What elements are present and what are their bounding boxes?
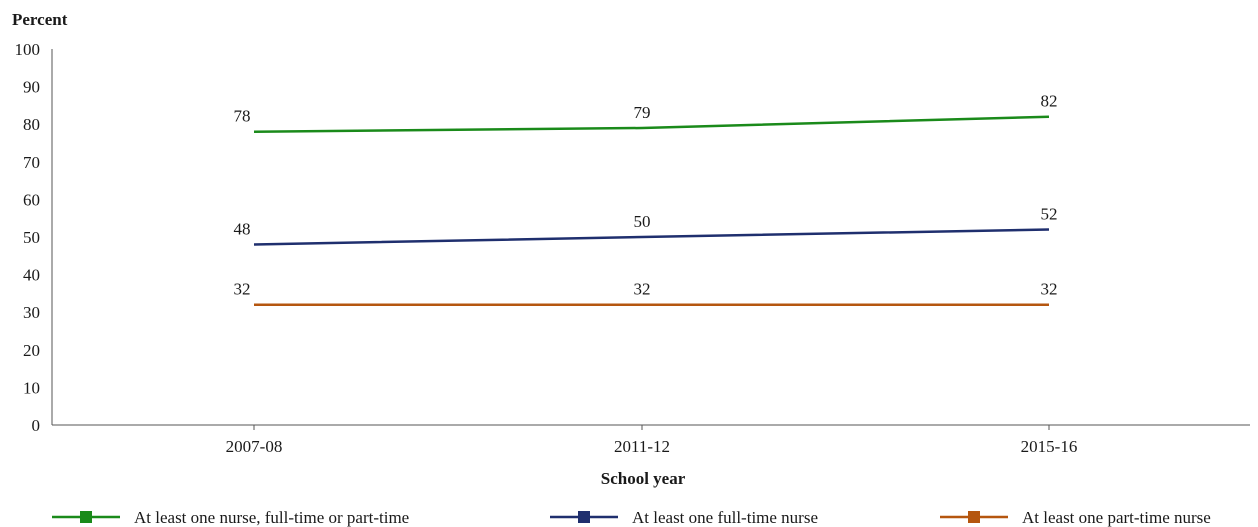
x-axis-ticks: 2007-08 2011-12 2015-16	[226, 425, 1078, 456]
y-tick-label: 30	[23, 303, 40, 322]
y-tick-label: 70	[23, 153, 40, 172]
legend-marker	[80, 511, 92, 523]
y-tick-label: 10	[23, 378, 40, 397]
y-tick-label: 40	[23, 266, 40, 285]
data-label: 32	[234, 280, 251, 299]
y-tick-label: 50	[23, 228, 40, 247]
x-tick-label: 2011-12	[614, 437, 670, 456]
legend-label: At least one full-time nurse	[632, 508, 818, 527]
series-line-1	[253, 115, 1050, 133]
data-label: 32	[1041, 280, 1058, 299]
data-label: 50	[634, 212, 651, 231]
series-line-2	[253, 228, 1050, 246]
data-label: 52	[1041, 204, 1058, 223]
x-tick-label: 2007-08	[226, 437, 283, 456]
legend-label: At least one part-time nurse	[1022, 508, 1211, 527]
legend-label: At least one nurse, full-time or part-ti…	[134, 508, 409, 527]
y-tick-label: 80	[23, 115, 40, 134]
x-tick-label: 2015-16	[1021, 437, 1078, 456]
data-label: 32	[634, 280, 651, 299]
data-label: 78	[234, 107, 251, 126]
legend: At least one nurse, full-time or part-ti…	[52, 508, 1211, 527]
data-label: 79	[634, 103, 651, 122]
y-tick-label: 0	[32, 416, 41, 435]
series-layer: 78 79 82 48 50 52 32 32 32	[234, 92, 1058, 306]
y-tick-label: 20	[23, 341, 40, 360]
y-tick-label: 60	[23, 190, 40, 209]
legend-marker	[968, 511, 980, 523]
data-label: 48	[234, 220, 251, 239]
data-label: 82	[1041, 92, 1058, 111]
y-tick-label: 100	[15, 40, 41, 59]
x-axis-title: School year	[601, 469, 686, 488]
legend-marker	[578, 511, 590, 523]
y-axis-ticks: 0 10 20 30 40 50 60 70 80 90 100	[15, 40, 41, 435]
y-axis-title: Percent	[12, 10, 68, 29]
y-tick-label: 90	[23, 78, 40, 97]
